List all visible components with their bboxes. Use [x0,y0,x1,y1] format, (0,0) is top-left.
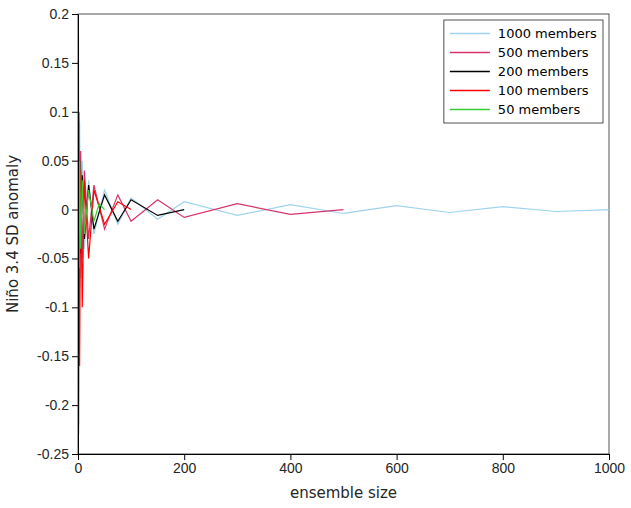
legend-item: 50 members [450,102,581,117]
series-line [79,112,344,425]
y-tick-mark [72,258,78,259]
x-tick-label: 800 [492,460,516,476]
legend-item: 500 members [450,45,589,60]
legend-box [444,20,603,123]
y-tick: 0.05 [42,153,78,169]
x-tick-label: 0 [75,460,83,476]
legend-label: 1000 members [498,26,597,41]
legend-label: 500 members [498,45,589,60]
legend-label: 50 members [498,102,581,117]
y-tick-mark [72,454,78,455]
y-tick-label: -0.1 [45,299,69,315]
y-tick-mark [72,112,78,113]
y-tick-label: -0.25 [37,446,69,462]
y-axis: -0.25 -0.2 -0.15 -0.1 -0.05 0 0.05 0.1 0.15 0.2 [37,6,78,462]
y-tick-label: 0 [61,202,69,218]
plot: 0 200 400 600 800 1000 -0.25 -0.2 -0.15 -0.1 -0.05… [37,6,625,476]
legend-swatch [450,90,490,92]
y-tick: -0.15 [37,348,78,364]
y-tick-mark [72,210,78,211]
plot-frame [78,14,609,454]
x-tick: 600 [385,454,409,476]
legend-swatch [450,71,490,73]
y-axis-line [78,15,79,455]
x-tick: 0 [75,454,83,476]
y-tick-label: 0.05 [42,153,69,169]
x-tick: 400 [279,454,303,476]
y-tick-label: 0.1 [50,104,70,120]
chart: 0 200 400 600 800 1000 -0.25 -0.2 -0.15 -0.1 -0.05… [0,0,631,508]
y-tick-mark [72,356,78,357]
y-tick-label: -0.2 [45,397,69,413]
y-tick-mark [72,405,78,406]
y-tick: -0.25 [37,446,78,462]
x-tick-label: 400 [279,460,303,476]
y-tick: -0.2 [45,397,78,413]
y-tick: 0.15 [42,55,78,71]
y-tick-mark [72,161,78,162]
x-axis-line [79,454,610,455]
y-tick-label: 0.15 [42,55,69,71]
legend-item: 200 members [450,64,589,79]
x-tick: 1000 [594,454,625,476]
y-tick-mark [72,307,78,308]
x-tick: 800 [492,454,516,476]
y-tick: 0 [61,202,78,218]
series-line [79,34,609,327]
legend-swatch [450,109,490,111]
legend-label: 100 members [498,83,589,98]
y-tick-label: -0.05 [37,250,69,266]
x-tick-label: 200 [173,460,197,476]
series-line [79,161,132,435]
x-axis: 0 200 400 600 800 1000 [75,454,626,476]
legend-label: 200 members [498,64,589,79]
x-tick-label: 600 [385,460,409,476]
x-axis-title: ensemble size [290,484,397,502]
y-tick-label: 0.2 [50,6,70,22]
y-axis-title: Niño 3.4 SD anomaly [4,155,22,313]
y-tick-label: -0.15 [37,348,69,364]
lines [79,34,609,435]
series-line [79,141,105,268]
y-tick: 0.2 [50,6,78,22]
y-tick-mark [72,14,78,15]
legend-item: 100 members [450,83,589,98]
y-tick: 0.1 [50,104,78,120]
y-tick: -0.1 [45,299,78,315]
legend-swatch [450,52,490,54]
y-tick-mark [72,63,78,64]
y-tick: -0.05 [37,250,78,266]
legend-swatch [450,33,490,35]
x-tick-label: 1000 [594,460,625,476]
legend-item: 1000 members [450,26,597,41]
x-tick: 200 [173,454,197,476]
legend: 1000 members 500 members 200 members 100 me… [444,20,603,123]
